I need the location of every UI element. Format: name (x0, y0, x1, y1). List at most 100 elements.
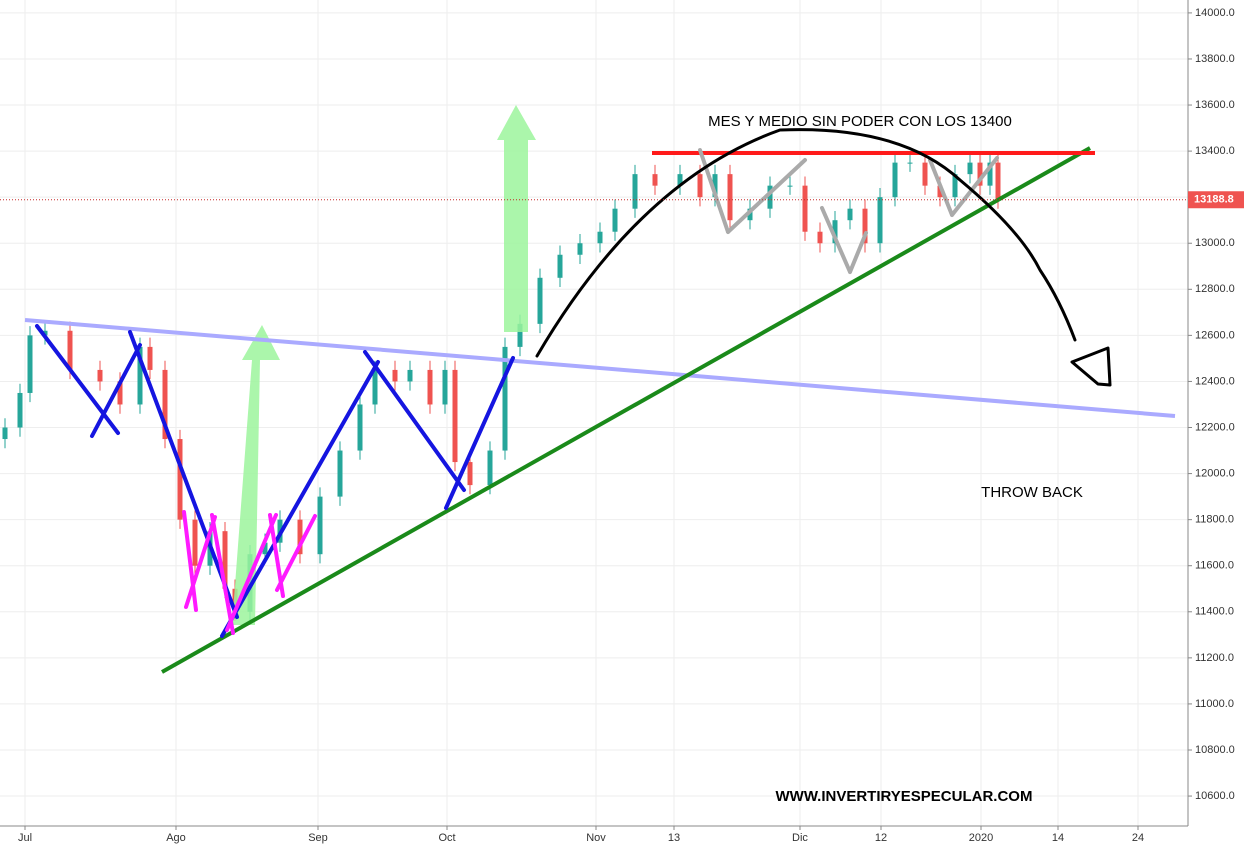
candle-body (192, 519, 198, 566)
candle-body (162, 369, 168, 440)
blue-zigzag (35, 324, 515, 638)
candle-body (847, 208, 853, 221)
y-tick-label: 12600.0 (1195, 329, 1235, 341)
candle-body (652, 174, 658, 186)
candle-body (977, 162, 983, 186)
y-tick-label: 10600.0 (1195, 790, 1235, 802)
magenta-zigzag (182, 510, 317, 635)
candle-body (802, 185, 808, 232)
resistance-line (24, 318, 1176, 418)
green-arrow (497, 105, 536, 332)
arrow-head (1070, 346, 1112, 387)
candle-body (17, 392, 23, 428)
candle-body (747, 208, 753, 221)
candle-body (677, 174, 683, 186)
annotation: THROW BACK (981, 484, 1083, 501)
candle-body (612, 208, 618, 232)
y-tick-label: 10800.0 (1195, 744, 1235, 756)
y-tick-label: 11800.0 (1195, 514, 1234, 526)
x-tick-label: 2020 (969, 832, 993, 844)
x-tick-label: Dic (792, 832, 808, 844)
candle-body (517, 323, 523, 347)
black-curve (535, 128, 1077, 358)
x-tick-label: 14 (1052, 832, 1064, 844)
candle-body (557, 254, 563, 278)
candle-body (995, 162, 1001, 200)
candle-body (42, 330, 48, 336)
candle-body (712, 174, 718, 198)
candle-body (137, 346, 143, 405)
candle-body (442, 369, 448, 405)
x-tick-label: Nov (586, 832, 606, 844)
candle-body (967, 162, 973, 175)
drawings (24, 105, 1176, 674)
candle-body (262, 542, 268, 555)
candle-body (467, 462, 473, 486)
y-tick-label: 13400.0 (1195, 145, 1235, 157)
candle-body (27, 335, 33, 393)
x-tick-label: 24 (1132, 832, 1144, 844)
candle-body (2, 427, 8, 440)
y-tick-label: 11600.0 (1195, 560, 1234, 572)
y-tick-label: 12800.0 (1195, 283, 1235, 295)
candle-body (297, 519, 303, 555)
y-tick-label: 13600.0 (1195, 99, 1235, 111)
candle-body (987, 162, 993, 186)
candle-body (937, 185, 943, 198)
candle-body (892, 162, 898, 198)
y-tick-label: 13000.0 (1195, 237, 1235, 249)
y-tick-label: 12200.0 (1195, 421, 1235, 433)
y-tick-label: 13800.0 (1195, 53, 1235, 65)
candle-body (452, 369, 458, 463)
candle-body (862, 208, 868, 244)
candle-body (922, 162, 928, 186)
y-tick-label: 11000.0 (1195, 698, 1234, 710)
y-tick-label: 12400.0 (1195, 375, 1235, 387)
y-tick-label: 12000.0 (1195, 467, 1235, 479)
candle-body (427, 369, 433, 405)
y-tick-label: 14000.0 (1195, 7, 1235, 19)
candle-body (222, 531, 228, 589)
grey-zigzag (698, 148, 999, 274)
candle-body (787, 185, 793, 187)
x-tick-label: Sep (308, 832, 328, 844)
candle-body (907, 162, 913, 164)
x-tick-label: Oct (438, 832, 455, 844)
y-tick-label: 11200.0 (1195, 652, 1234, 664)
candle-body (97, 369, 103, 382)
green-arrow (232, 325, 280, 625)
candle-body (952, 174, 958, 198)
candle-body (767, 185, 773, 209)
candle-body (117, 381, 123, 405)
candle-body (817, 231, 823, 244)
y-tick-label: 11400.0 (1195, 606, 1234, 618)
watermark: WWW.INVERTIRYESPECULAR.COM (776, 788, 1033, 805)
last-price-box (1188, 191, 1244, 209)
candle-body (372, 369, 378, 405)
x-tick-label: Jul (18, 832, 32, 844)
candle-body (832, 220, 838, 244)
annotation: MES Y MEDIO SIN PODER CON LOS 13400 (708, 113, 1012, 130)
candle-body (877, 197, 883, 244)
candle-body (727, 174, 733, 221)
candle-body (337, 450, 343, 497)
candle-body (317, 496, 323, 555)
candle-body (697, 174, 703, 198)
last-price-label: 13188.8 (1194, 194, 1234, 206)
candle-body (577, 243, 583, 255)
candles (2, 153, 1001, 621)
candle-body (392, 369, 398, 382)
candle-body (147, 346, 153, 370)
x-tick-label: 12 (875, 832, 887, 844)
candle-body (177, 439, 183, 520)
candle-body (67, 330, 73, 370)
candle-body (597, 231, 603, 244)
x-tick-label: Ago (166, 832, 186, 844)
support-line (161, 146, 1091, 674)
candle-body (487, 450, 493, 486)
x-tick-label: 13 (668, 832, 680, 844)
candle-body (537, 277, 543, 324)
candle-body (502, 346, 508, 451)
candle-body (357, 404, 363, 451)
